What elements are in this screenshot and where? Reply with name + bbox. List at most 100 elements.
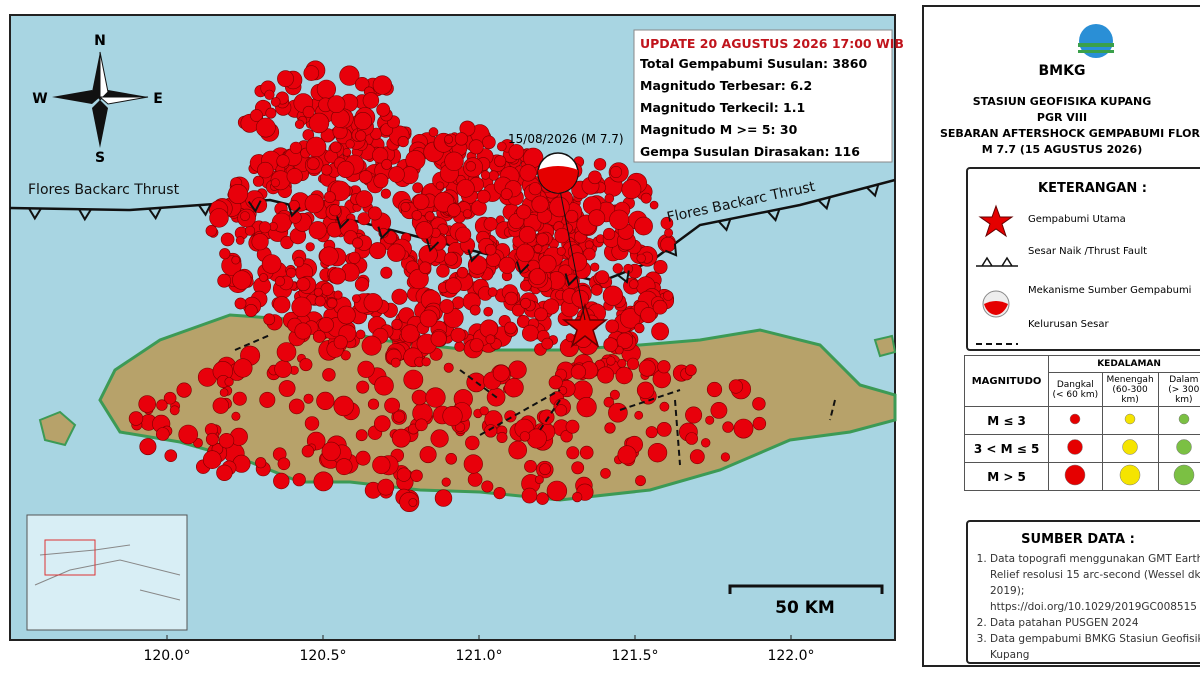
aftershock bbox=[640, 307, 657, 324]
aftershock bbox=[348, 251, 361, 264]
aftershock bbox=[465, 161, 476, 172]
aftershock bbox=[481, 480, 494, 493]
aftershock bbox=[356, 380, 370, 394]
aftershock bbox=[518, 226, 537, 244]
depth-symbol bbox=[1173, 464, 1195, 486]
aftershock bbox=[277, 457, 291, 471]
aftershock bbox=[619, 308, 641, 329]
aftershock bbox=[504, 378, 524, 398]
aftershock bbox=[302, 105, 315, 118]
depth-symbol bbox=[1067, 439, 1084, 455]
logo bbox=[1078, 24, 1114, 58]
aftershock bbox=[428, 127, 439, 137]
aftershock bbox=[255, 457, 267, 469]
legend-item: Kelurusan Sesar bbox=[1028, 319, 1109, 330]
depth-dot bbox=[1070, 413, 1081, 425]
aftershock bbox=[419, 309, 438, 328]
aftershock bbox=[305, 136, 327, 158]
aftershock bbox=[638, 359, 656, 377]
depth-dot bbox=[1122, 439, 1138, 455]
aftershock bbox=[289, 141, 303, 154]
aftershock bbox=[373, 415, 391, 432]
aftershock bbox=[326, 297, 338, 309]
depth-cell bbox=[1048, 406, 1103, 435]
aftershock bbox=[323, 191, 336, 203]
aftershock bbox=[358, 170, 373, 184]
aftershock bbox=[357, 212, 371, 226]
compass-w: W bbox=[32, 91, 47, 107]
aftershock bbox=[205, 225, 218, 237]
info-line: Magnitudo Terkecil: 1.1 bbox=[640, 100, 805, 115]
aftershock bbox=[373, 173, 389, 189]
aftershock bbox=[335, 458, 353, 476]
depth-cell bbox=[1157, 406, 1200, 435]
aftershock bbox=[444, 251, 458, 266]
depth-column-label: (60-300 km) bbox=[1112, 384, 1148, 405]
event-label: 15/08/2026 (M 7.7) bbox=[508, 132, 624, 146]
aftershock bbox=[367, 398, 380, 410]
aftershock bbox=[522, 324, 539, 342]
aftershock bbox=[293, 256, 305, 268]
aftershock bbox=[304, 193, 325, 214]
aftershock bbox=[306, 157, 320, 171]
depth-dot bbox=[1173, 464, 1195, 486]
thrust-tooth bbox=[664, 243, 678, 257]
aftershock bbox=[600, 468, 611, 479]
depth-column: Dalam (> 300 km) bbox=[1157, 372, 1200, 407]
aftershock bbox=[605, 319, 620, 334]
scale-bar bbox=[728, 584, 884, 594]
aftershock bbox=[345, 139, 355, 149]
beachball-fill bbox=[538, 166, 578, 193]
aftershock bbox=[400, 202, 411, 213]
depth-column: Menengah (60-300 km) bbox=[1101, 372, 1159, 407]
aftershock bbox=[447, 203, 461, 217]
aftershock bbox=[531, 195, 549, 213]
aftershock bbox=[439, 299, 455, 314]
aftershock bbox=[529, 268, 546, 286]
thrust-tooth bbox=[516, 261, 530, 275]
aftershock bbox=[355, 429, 368, 442]
aftershock bbox=[419, 446, 437, 464]
aftershock bbox=[554, 227, 570, 244]
depth-dot bbox=[1067, 439, 1084, 455]
aftershock bbox=[367, 206, 382, 221]
aftershock bbox=[705, 415, 715, 425]
aftershock bbox=[270, 97, 281, 107]
aftershock bbox=[597, 366, 615, 384]
depth-symbol bbox=[1176, 439, 1192, 455]
aftershock bbox=[220, 232, 235, 247]
lon-label: 120.5° bbox=[299, 648, 346, 664]
aftershock bbox=[479, 406, 489, 416]
lon-label: 120.0° bbox=[143, 648, 190, 664]
aftershock bbox=[664, 228, 674, 238]
aftershock bbox=[445, 452, 458, 465]
aftershock bbox=[482, 135, 496, 150]
aftershock bbox=[649, 200, 659, 210]
aftershock bbox=[462, 209, 472, 219]
aftershock bbox=[659, 401, 670, 412]
thrust-tooth bbox=[148, 207, 162, 221]
thrust-tooth bbox=[198, 203, 212, 217]
aftershock bbox=[430, 429, 449, 448]
aftershock bbox=[571, 461, 585, 475]
compass: N S W E bbox=[32, 33, 163, 166]
legend-title: KETERANGAN : bbox=[1038, 181, 1147, 196]
compass-s: S bbox=[95, 150, 105, 166]
aftershock bbox=[504, 291, 518, 306]
island bbox=[38, 410, 77, 447]
aftershock bbox=[156, 427, 170, 441]
aftershock bbox=[299, 358, 313, 372]
thrust-tooth bbox=[425, 238, 440, 253]
aftershock bbox=[308, 221, 327, 240]
aftershock bbox=[303, 393, 314, 404]
aftershock bbox=[209, 208, 229, 228]
aftershock bbox=[425, 387, 446, 408]
aftershock bbox=[139, 438, 157, 456]
aftershock bbox=[539, 409, 555, 425]
aftershock bbox=[494, 155, 507, 168]
aftershock bbox=[339, 65, 360, 86]
aftershock bbox=[476, 189, 491, 204]
aftershock bbox=[333, 290, 343, 300]
depth-cell bbox=[1101, 462, 1159, 491]
